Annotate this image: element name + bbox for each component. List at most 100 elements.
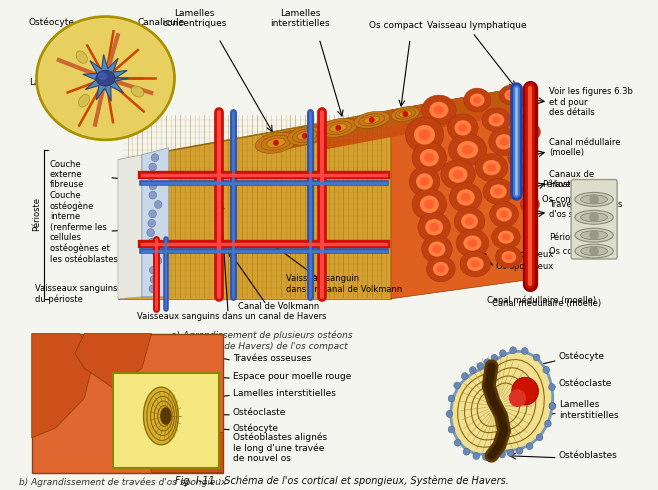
Circle shape (533, 354, 540, 361)
Ellipse shape (131, 86, 143, 97)
Ellipse shape (412, 189, 447, 220)
Polygon shape (118, 85, 535, 160)
Circle shape (590, 246, 599, 256)
Circle shape (549, 403, 556, 410)
Polygon shape (147, 428, 223, 472)
Text: Lamelles
interstitielles: Lamelles interstitielles (559, 400, 619, 420)
Polygon shape (32, 334, 94, 438)
Ellipse shape (580, 231, 607, 240)
Text: Ostéoblastes: Ostéoblastes (559, 451, 617, 460)
Text: Ostéocyte: Ostéocyte (233, 423, 279, 433)
Ellipse shape (460, 251, 491, 277)
Polygon shape (118, 110, 391, 299)
Ellipse shape (470, 260, 480, 268)
Circle shape (448, 395, 455, 402)
Ellipse shape (495, 134, 513, 149)
Ellipse shape (447, 114, 478, 142)
Circle shape (526, 443, 533, 450)
Text: Vaisseau lymphatique: Vaisseau lymphatique (428, 21, 527, 30)
Ellipse shape (461, 214, 478, 229)
Ellipse shape (424, 199, 434, 209)
Ellipse shape (412, 142, 447, 173)
Ellipse shape (434, 105, 444, 115)
Ellipse shape (522, 178, 528, 185)
Text: Vaisseaux sanguins dans un canal de Havers: Vaisseaux sanguins dans un canal de Have… (137, 312, 326, 321)
Ellipse shape (463, 236, 482, 251)
Text: Ostéocyte: Ostéocyte (559, 352, 605, 361)
Polygon shape (118, 155, 142, 299)
Text: Os spongieux: Os spongieux (496, 249, 553, 259)
Ellipse shape (456, 229, 489, 257)
Ellipse shape (462, 145, 473, 154)
Text: Os compact: Os compact (369, 21, 422, 30)
Ellipse shape (470, 94, 484, 107)
Ellipse shape (414, 125, 435, 145)
Ellipse shape (266, 138, 286, 147)
Circle shape (454, 439, 461, 446)
Polygon shape (391, 85, 535, 299)
Ellipse shape (490, 201, 519, 227)
Text: Os compact: Os compact (542, 195, 592, 204)
Ellipse shape (420, 177, 429, 186)
Circle shape (522, 347, 528, 354)
Ellipse shape (492, 116, 501, 123)
Ellipse shape (465, 217, 474, 225)
Text: Ostéoblastes alignés
le long d'une travée
de nouvel os: Ostéoblastes alignés le long d'une travé… (233, 432, 327, 463)
Ellipse shape (519, 123, 540, 141)
Ellipse shape (432, 245, 442, 253)
Circle shape (477, 363, 484, 369)
Ellipse shape (391, 107, 420, 121)
Ellipse shape (499, 210, 509, 218)
Ellipse shape (416, 173, 433, 190)
Ellipse shape (501, 251, 516, 263)
Ellipse shape (422, 95, 456, 125)
Ellipse shape (507, 92, 514, 98)
Ellipse shape (455, 120, 471, 136)
Circle shape (516, 447, 523, 454)
Text: Périoste: Périoste (32, 197, 41, 231)
Circle shape (448, 426, 455, 433)
Text: Fig. I-11 : Schéma de l'os cortical et spongieux, Système de Havers.: Fig. I-11 : Schéma de l'os cortical et s… (175, 475, 509, 486)
Ellipse shape (505, 254, 513, 260)
Circle shape (153, 210, 161, 218)
Circle shape (369, 117, 374, 123)
Circle shape (148, 247, 156, 255)
Text: Lamelles
concentriques: Lamelles concentriques (163, 9, 227, 28)
Ellipse shape (420, 149, 439, 167)
Ellipse shape (490, 184, 507, 198)
Circle shape (549, 384, 555, 391)
Circle shape (151, 163, 158, 171)
Text: Périoste: Périoste (542, 180, 576, 189)
Circle shape (509, 389, 526, 407)
Ellipse shape (330, 123, 347, 132)
Ellipse shape (517, 154, 524, 161)
Text: Travées osseuses: Travées osseuses (233, 354, 311, 363)
Ellipse shape (457, 141, 478, 158)
Text: Voir les figures 6.3b
et d pour
des détails: Voir les figures 6.3b et d pour des déta… (549, 87, 633, 117)
Ellipse shape (76, 51, 88, 63)
Circle shape (545, 420, 551, 427)
Ellipse shape (457, 189, 474, 206)
Ellipse shape (475, 154, 508, 181)
Ellipse shape (488, 113, 504, 126)
Text: Ostéoclaste: Ostéoclaste (233, 409, 286, 417)
Text: Os spongieux: Os spongieux (496, 263, 553, 271)
Circle shape (484, 359, 491, 366)
Ellipse shape (425, 219, 443, 235)
Circle shape (273, 140, 279, 146)
Text: Travées osseuses
d'os spongieux: Travées osseuses d'os spongieux (549, 199, 622, 219)
Ellipse shape (468, 239, 477, 247)
Polygon shape (83, 54, 128, 101)
Ellipse shape (575, 193, 613, 206)
Ellipse shape (461, 193, 470, 202)
Text: Vaisseaux sanguins
du périoste: Vaisseaux sanguins du périoste (35, 284, 117, 304)
Circle shape (491, 452, 497, 459)
Ellipse shape (575, 228, 613, 242)
Ellipse shape (458, 123, 467, 132)
Ellipse shape (498, 231, 514, 244)
Ellipse shape (524, 199, 535, 209)
Ellipse shape (422, 235, 452, 263)
Text: Lamelles
interstitielles: Lamelles interstitielles (270, 9, 330, 28)
FancyBboxPatch shape (113, 373, 218, 467)
Ellipse shape (489, 128, 519, 156)
